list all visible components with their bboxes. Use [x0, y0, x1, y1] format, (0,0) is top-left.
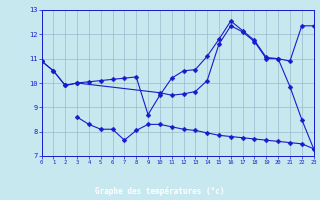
Text: Graphe des températures (°c): Graphe des températures (°c): [95, 186, 225, 196]
